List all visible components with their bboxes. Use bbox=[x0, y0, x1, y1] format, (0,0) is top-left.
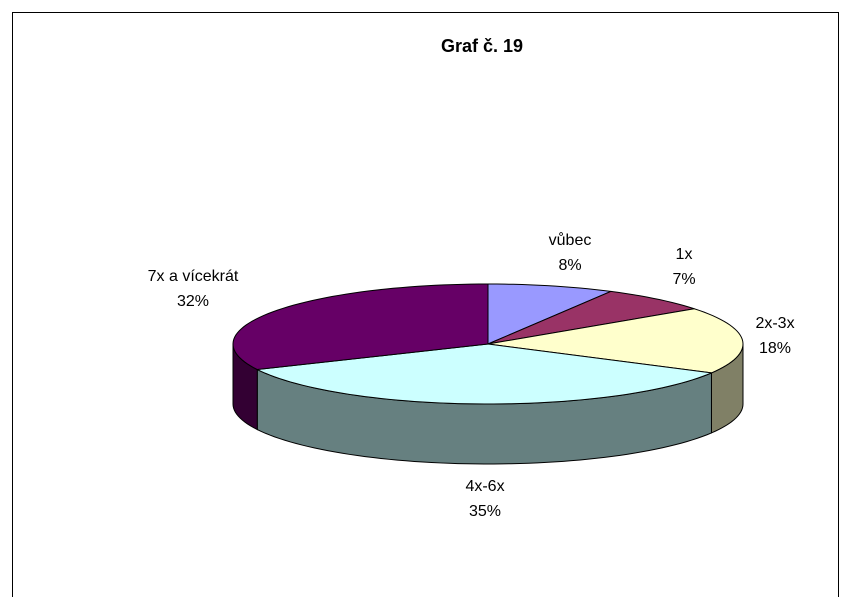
pie-slice bbox=[255, 343, 714, 405]
chart-title: Graf č. 19 bbox=[441, 36, 523, 56]
slice-label: 2x-3x bbox=[755, 315, 794, 332]
pie-slice bbox=[487, 308, 744, 374]
slice-value-label: 8% bbox=[558, 257, 581, 274]
pie-slice bbox=[487, 283, 613, 345]
pie-slice bbox=[232, 283, 489, 371]
slice-label: 4x-6x bbox=[465, 478, 504, 495]
chart-frame bbox=[12, 12, 839, 597]
slice-value-label: 32% bbox=[177, 293, 209, 310]
pie-slice bbox=[487, 290, 695, 345]
slice-label: 1x bbox=[676, 246, 693, 263]
slice-value-label: 18% bbox=[759, 340, 791, 357]
slice-label: vůbec bbox=[549, 231, 592, 249]
slice-value-label: 7% bbox=[672, 271, 695, 288]
slice-value-label: 35% bbox=[469, 503, 501, 520]
slice-label: 7x a vícekrát bbox=[148, 268, 239, 285]
